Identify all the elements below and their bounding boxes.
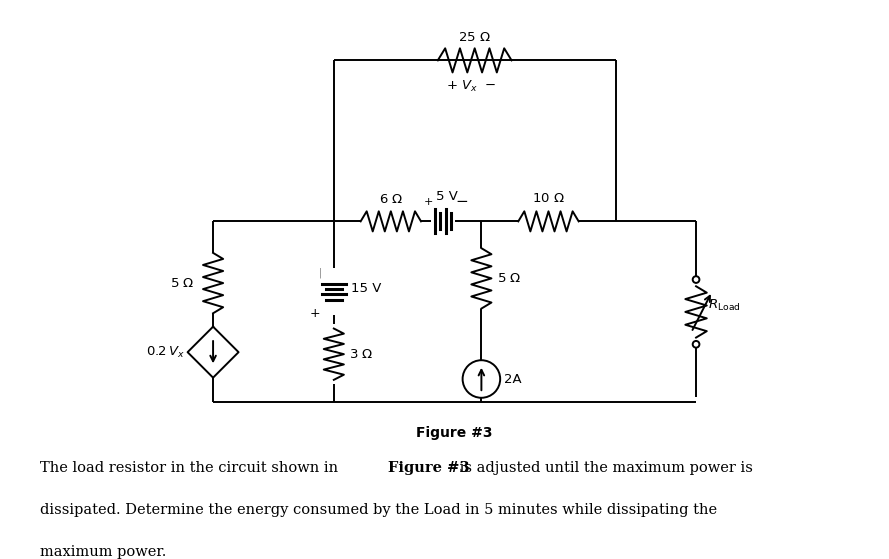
- Text: Figure #3: Figure #3: [416, 426, 493, 440]
- Text: is adjusted until the maximum power is: is adjusted until the maximum power is: [455, 461, 753, 475]
- Text: The load resistor in the circuit shown in: The load resistor in the circuit shown i…: [40, 461, 343, 475]
- Text: $-$: $-$: [455, 192, 469, 207]
- Text: $R_\mathrm{Load}$: $R_\mathrm{Load}$: [709, 297, 741, 313]
- Text: 25 $\Omega$: 25 $\Omega$: [459, 31, 491, 44]
- Text: 6 $\Omega$: 6 $\Omega$: [379, 193, 403, 206]
- Text: 3 $\Omega$: 3 $\Omega$: [349, 348, 373, 361]
- Text: $+$: $+$: [309, 307, 320, 320]
- Text: $|$: $|$: [317, 266, 322, 280]
- Text: 10 $\Omega$: 10 $\Omega$: [533, 192, 565, 205]
- Circle shape: [693, 276, 700, 283]
- Text: 2A: 2A: [503, 372, 521, 386]
- Text: + $V_x$  $-$: + $V_x$ $-$: [446, 79, 496, 94]
- Text: $+$: $+$: [423, 196, 434, 207]
- Text: maximum power.: maximum power.: [40, 545, 166, 559]
- Text: 15 V: 15 V: [350, 282, 381, 295]
- Text: 5 $\Omega$: 5 $\Omega$: [170, 277, 195, 290]
- Circle shape: [693, 341, 700, 348]
- Text: dissipated. Determine the energy consumed by the Load in 5 minutes while dissipa: dissipated. Determine the energy consume…: [40, 503, 717, 517]
- Text: 5 $\Omega$: 5 $\Omega$: [497, 272, 521, 285]
- Text: Figure #3: Figure #3: [388, 461, 470, 475]
- Text: 5 V: 5 V: [436, 190, 458, 202]
- Text: $0.2\,V_x$: $0.2\,V_x$: [146, 344, 185, 360]
